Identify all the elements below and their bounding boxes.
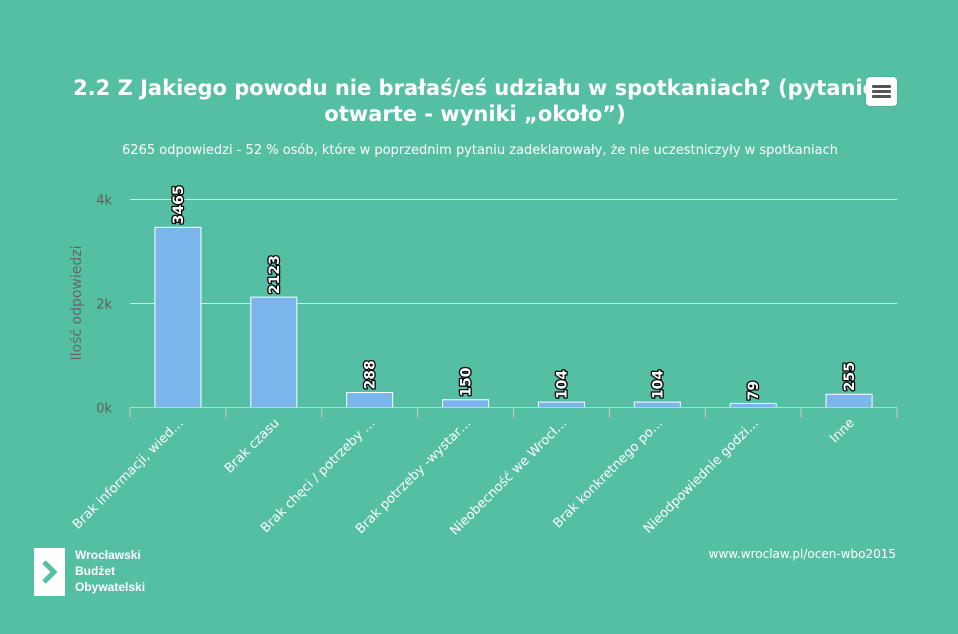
chart-title-line-1: 2.2 Z Jakiego powodu nie brałaś/eś udzia… [73, 76, 877, 100]
y-axis-title: Ilość odpowiedzi [69, 245, 85, 360]
bar[interactable] [346, 392, 394, 408]
grid-lines [130, 199, 897, 304]
bar[interactable] [154, 226, 202, 408]
x-tick-label: Inne [827, 416, 858, 447]
data-label: 255 [842, 362, 858, 391]
logo-chevron-icon [34, 548, 65, 596]
data-label: 288 [363, 360, 379, 389]
data-label: 2123 [267, 255, 283, 294]
bars [154, 226, 873, 409]
data-label: 104 [650, 370, 666, 399]
chart-subtitle: 6265 odpowiedzi - 52 % osób, które w pop… [122, 143, 838, 158]
y-axis-ticks: 0k 2k 4k [96, 194, 112, 417]
data-label: 79 [746, 381, 762, 400]
bar[interactable] [442, 399, 490, 409]
x-tick-label: Nieodpowiednie godzi… [641, 416, 762, 537]
data-labels: 3465 2123 288 150 104 104 79 255 [170, 184, 860, 402]
data-label: 150 [459, 367, 475, 396]
y-tick-label: 4k [96, 194, 112, 209]
chart-title-line-2: otwarte - wyniki „około”) [324, 102, 626, 126]
y-tick-label: 2k [96, 298, 112, 313]
x-tick-label: Brak informacji, wied… [70, 416, 187, 533]
bar[interactable] [825, 393, 873, 408]
data-label: 3465 [171, 185, 187, 224]
x-tick-label: Brak czasu [222, 416, 283, 477]
bar[interactable] [537, 401, 585, 409]
bar[interactable] [729, 402, 777, 408]
credits-link[interactable]: www.wroclaw.pl/ocen-wbo2015 [708, 547, 896, 561]
chart-menu-button[interactable] [866, 77, 897, 106]
y-tick-label: 0k [96, 402, 112, 417]
bar[interactable] [250, 296, 298, 409]
data-label: 104 [554, 370, 570, 399]
bar[interactable] [633, 401, 681, 409]
x-tick-label: Brak konkretnego po… [550, 416, 666, 532]
logo-text: Wrocławski Budżet Obywatelski [75, 548, 146, 594]
